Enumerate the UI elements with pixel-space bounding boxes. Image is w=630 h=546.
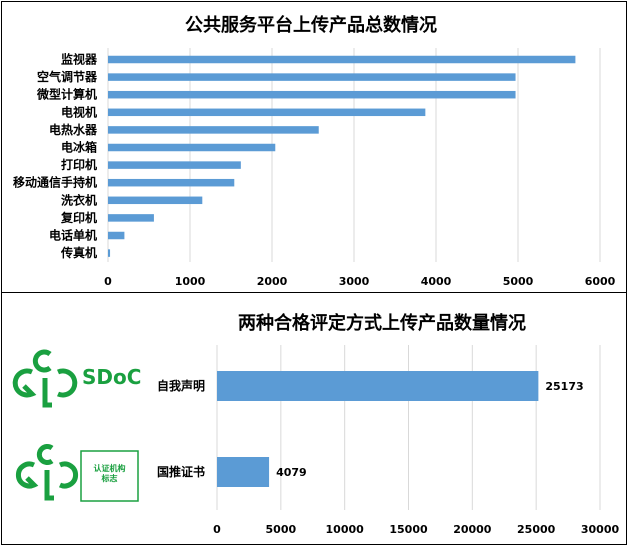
x-tick-label: 5000 [503,275,534,288]
bar [108,90,516,99]
x-tick-label: 3000 [339,275,370,288]
chart-title: 两种合格评定方式上传产品数量情况 [238,313,526,334]
x-tick-label: 4000 [421,275,452,288]
bar [217,371,539,401]
x-tick-label: 2000 [257,275,288,288]
chart-panel-conformity: 两种合格评定方式上传产品数量情况 [1,292,627,545]
x-tick-label: 1000 [175,275,206,288]
bar [108,196,203,205]
x-tick-label: 10000 [326,523,365,536]
data-label: 4079 [276,466,307,479]
bar [108,73,516,81]
bar [108,178,235,187]
cert-mark-text: 认证机构 标志 [81,464,138,484]
category-label: 打印机 [61,157,97,172]
category-label: 自我声明 [157,378,205,393]
category-label: 移动通信手持机 [13,175,97,190]
category-label: 电冰箱 [61,140,97,155]
bar [217,457,270,487]
cert-mark-line-2: 标志 [101,474,118,483]
x-tick-label: 6000 [585,275,616,288]
category-label: 电视机 [61,104,97,119]
x-tick-label: 5000 [266,523,297,536]
category-label: 传真机 [60,245,97,260]
category-label: 复印机 [60,210,97,225]
x-tick-label: 15000 [389,523,428,536]
category-label: 国推证书 [157,464,205,479]
x-tick-label: 0 [213,523,221,536]
category-label: 微型计算机 [36,87,97,102]
bar [108,126,319,134]
bar [108,143,276,152]
bar [108,55,576,64]
category-label: 电话单机 [49,228,97,243]
category-label: 电热水器 [49,122,98,137]
bar [108,214,154,222]
bar [108,161,241,169]
x-tick-label: 25000 [517,523,556,536]
category-label: 监视器 [61,52,98,67]
category-label: 洗衣机 [61,192,97,207]
x-tick-label: 30000 [581,523,620,536]
x-tick-label: 20000 [453,523,492,536]
chart-title: 公共服务平台上传产品总数情况 [185,15,437,36]
category-label: 空气调节器 [37,69,98,84]
bar [108,231,125,240]
bar [108,249,111,257]
x-tick-label: 0 [104,275,112,288]
data-label: 25173 [545,380,583,393]
bar [108,108,426,117]
cert-mark-line-1: 认证机构 [93,464,126,473]
sdoc-logo-text: SDoC [82,365,142,389]
